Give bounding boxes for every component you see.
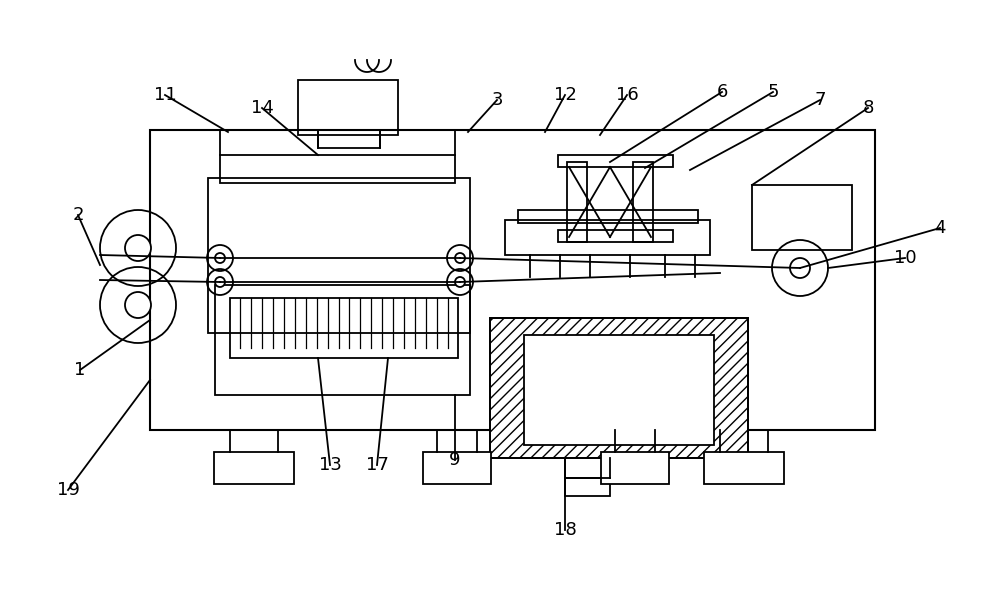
Circle shape (125, 235, 151, 261)
Bar (490, 318, 748, 458)
Text: 9: 9 (449, 451, 461, 469)
Circle shape (215, 253, 225, 263)
Text: 17: 17 (366, 456, 388, 474)
Text: 19: 19 (57, 481, 79, 499)
Circle shape (125, 292, 151, 318)
Bar (565, 478, 610, 496)
Bar (298, 80, 398, 135)
Text: 2: 2 (72, 206, 84, 224)
Bar (567, 162, 587, 242)
Bar (150, 130, 875, 430)
Bar (558, 155, 673, 167)
Text: 13: 13 (319, 456, 341, 474)
Bar (518, 210, 698, 223)
Text: 6: 6 (716, 83, 728, 101)
Circle shape (455, 253, 465, 263)
Circle shape (790, 258, 810, 278)
Bar (505, 220, 710, 255)
Circle shape (455, 277, 465, 287)
Text: 3: 3 (491, 91, 503, 109)
Bar (214, 452, 294, 484)
Text: 14: 14 (251, 99, 273, 117)
Text: 12: 12 (554, 86, 576, 104)
Bar (601, 452, 669, 484)
Bar (215, 285, 470, 395)
Text: 8: 8 (862, 99, 874, 117)
Bar (704, 452, 784, 484)
Bar (633, 162, 653, 242)
Bar (318, 130, 380, 148)
Circle shape (215, 277, 225, 287)
Text: 5: 5 (767, 83, 779, 101)
Text: 18: 18 (554, 521, 576, 539)
Bar (558, 230, 673, 242)
Text: 11: 11 (154, 86, 176, 104)
Bar (423, 452, 491, 484)
Bar (490, 318, 748, 458)
Text: 16: 16 (616, 86, 638, 104)
Bar (208, 178, 470, 333)
Text: 1: 1 (74, 361, 86, 379)
Bar (752, 185, 852, 250)
Bar (524, 335, 714, 445)
Text: 10: 10 (894, 249, 916, 267)
Bar (220, 155, 455, 183)
Text: 7: 7 (814, 91, 826, 109)
Text: 4: 4 (934, 219, 946, 237)
Bar (230, 298, 458, 358)
